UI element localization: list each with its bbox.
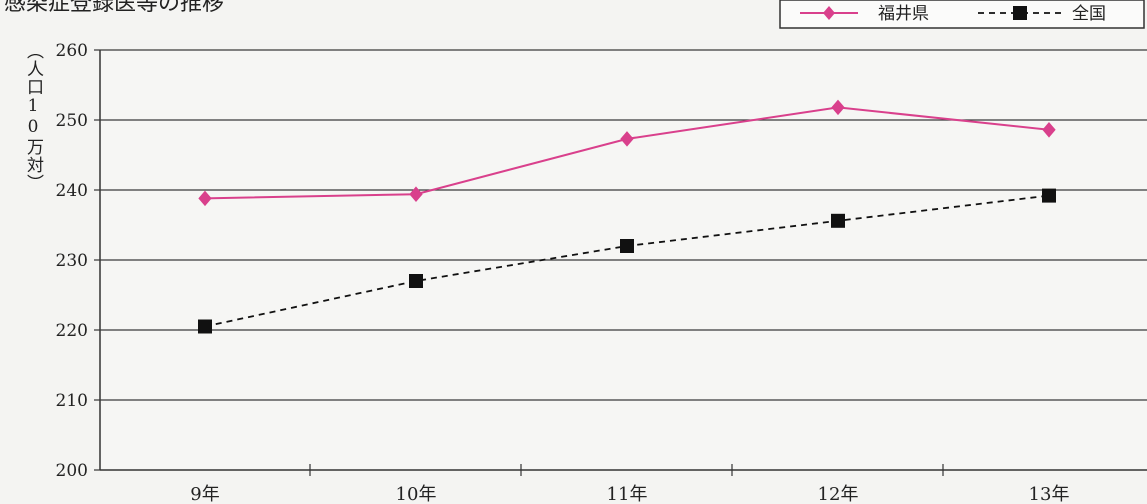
series-fukui xyxy=(198,99,1056,207)
y-tick-label: 210 xyxy=(56,391,88,411)
legend-marker xyxy=(1013,6,1027,20)
legend: 福井県 全国 xyxy=(779,0,1145,29)
y-tick-label: 250 xyxy=(56,111,88,131)
data-point xyxy=(1042,122,1056,138)
chart-title: 感染症登録医等の推移 xyxy=(4,0,224,16)
x-tick-label: 10年 xyxy=(396,484,437,504)
y-axis-label: （人口10万対） xyxy=(23,42,44,192)
series-group xyxy=(198,99,1056,334)
legend-marker xyxy=(823,6,835,20)
x-tick-label: 13年 xyxy=(1029,484,1070,504)
x-tick-labels: 9年 10年 11年 12年 13年 xyxy=(190,464,1069,504)
x-tick-label: 11年 xyxy=(607,484,648,504)
y-tick-label: 260 xyxy=(56,41,88,61)
data-point xyxy=(1042,188,1056,203)
data-point xyxy=(620,239,634,253)
data-point xyxy=(198,190,212,207)
x-tick-label: 9年 xyxy=(190,484,219,504)
y-tick-labels: 200 210 220 230 240 250 260 xyxy=(56,41,100,481)
y-tick-label: 220 xyxy=(56,321,88,341)
y-tick-label: 240 xyxy=(56,181,88,201)
legend-label: 全国 xyxy=(1072,4,1106,24)
data-point xyxy=(198,319,212,334)
legend-label: 福井県 xyxy=(878,4,929,24)
series-national xyxy=(198,188,1056,334)
grid-lines xyxy=(100,49,1147,401)
data-point xyxy=(409,186,423,202)
data-point xyxy=(831,213,845,228)
data-point xyxy=(831,99,845,116)
y-tick-label: 230 xyxy=(56,251,88,271)
data-point xyxy=(620,131,634,147)
x-tick-label: 12年 xyxy=(818,484,859,504)
y-tick-label: 200 xyxy=(56,461,88,481)
data-point xyxy=(409,274,423,288)
